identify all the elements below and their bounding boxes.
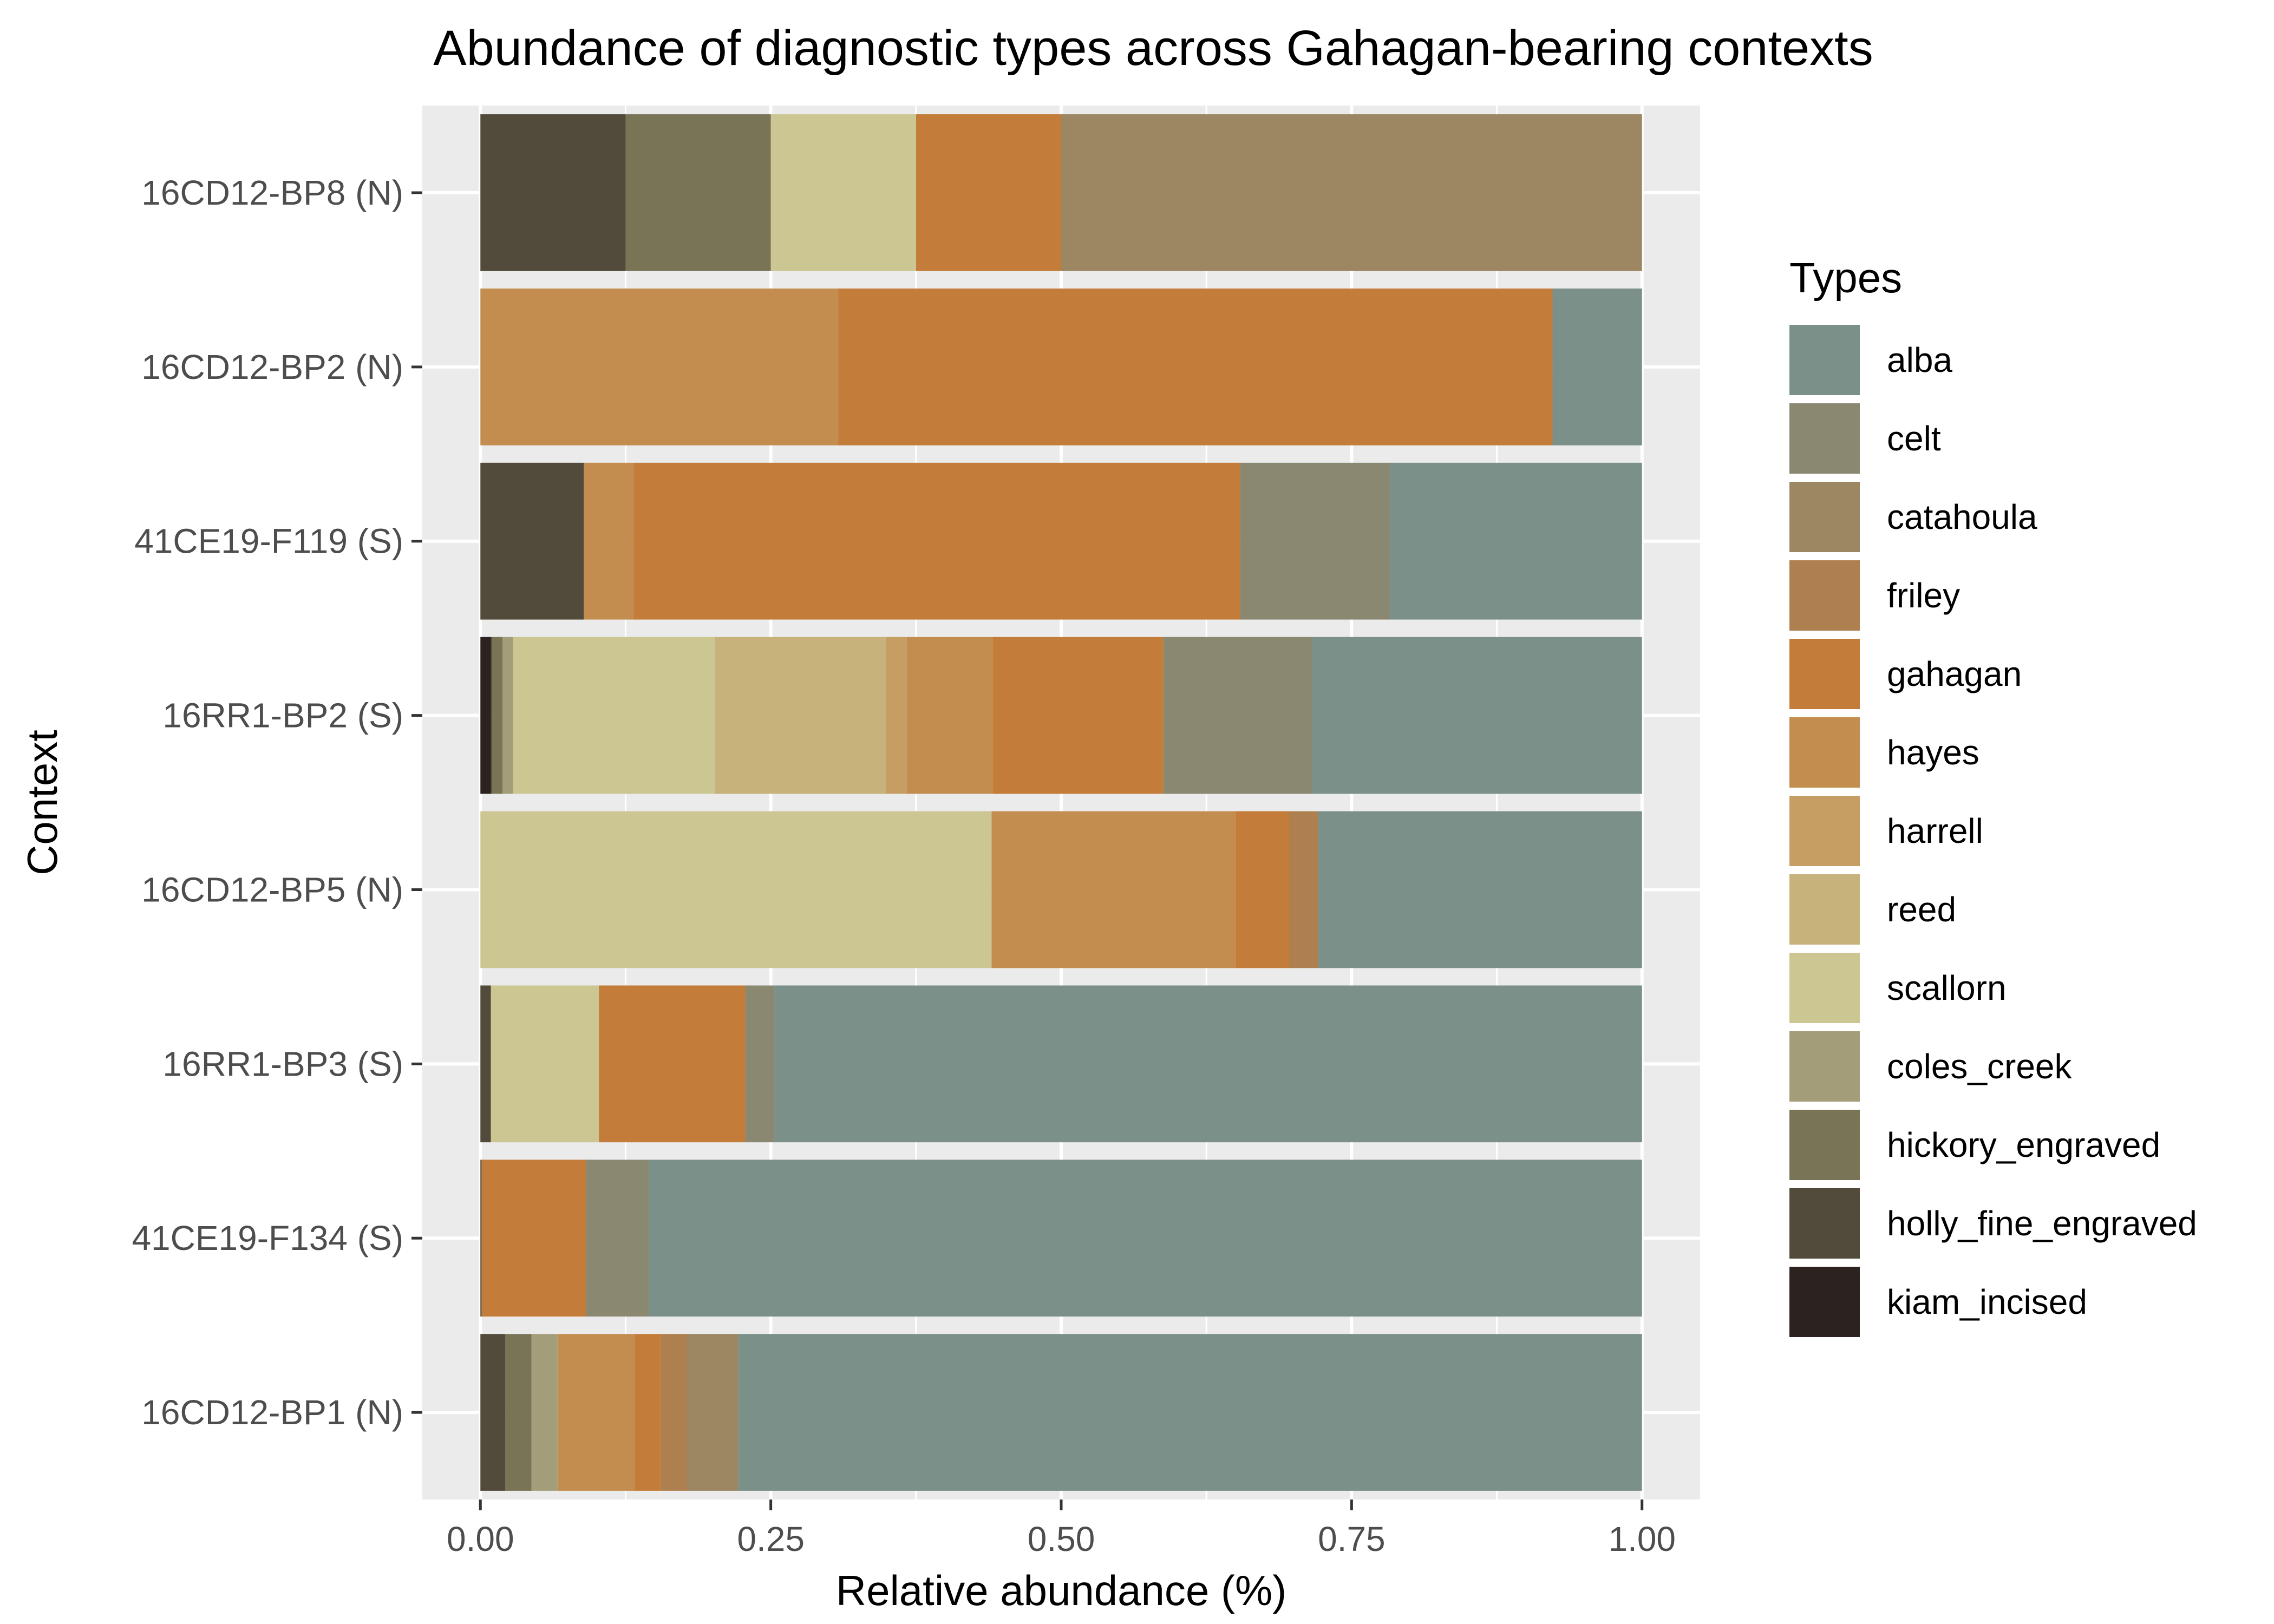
legend-label: harrell xyxy=(1887,811,1983,850)
bar-segment xyxy=(633,462,1240,620)
y-axis-title: Context xyxy=(18,730,66,875)
y-tick-label: 16CD12-BP2 (N) xyxy=(141,348,403,387)
bar-segment xyxy=(480,462,584,620)
legend-key xyxy=(1789,953,1860,1023)
legend: Types alba celt catahoula friley gahagan haye… xyxy=(1789,254,2197,1337)
bar-segment xyxy=(991,811,1236,968)
bar-segment xyxy=(1312,637,1642,794)
chart-title: Abundance of diagnostic types across Gah… xyxy=(433,21,1873,76)
bar-segment xyxy=(774,985,1642,1143)
legend-key xyxy=(1789,639,1860,709)
legend-key xyxy=(1789,403,1860,474)
x-tick-label: 0.00 xyxy=(447,1520,514,1558)
legend-label: coles_creek xyxy=(1887,1047,2073,1086)
legend-label: alba xyxy=(1887,340,1952,379)
bar-segment xyxy=(1318,811,1642,968)
bar-segment xyxy=(906,637,993,794)
bar-segment xyxy=(635,1334,661,1491)
x-axis-title: Relative abundance (%) xyxy=(836,1567,1286,1614)
bar-segment xyxy=(584,462,634,620)
legend-key xyxy=(1789,796,1860,866)
legend-label: friley xyxy=(1887,576,1960,615)
y-tick-label: 16RR1-BP3 (S) xyxy=(162,1044,403,1083)
bar-segment xyxy=(1235,811,1289,968)
y-axis: 16CD12-BP8 (N) 16CD12-BP2 (N) 41CE19-F119 … xyxy=(132,173,422,1432)
bar-segment xyxy=(502,637,513,794)
bar-segment xyxy=(886,637,907,794)
bar-segment xyxy=(513,637,715,794)
x-tick-label: 0.50 xyxy=(1028,1520,1095,1558)
legend-key xyxy=(1789,560,1860,631)
bars xyxy=(480,114,1642,1491)
legend-title: Types xyxy=(1789,254,1902,302)
bar-segment xyxy=(480,1160,482,1317)
bar-segment xyxy=(599,985,746,1143)
bar-segment xyxy=(838,288,1553,446)
y-tick-label: 16CD12-BP1 (N) xyxy=(141,1393,403,1432)
bar-segment xyxy=(480,985,491,1143)
bar-segment xyxy=(481,1160,586,1317)
x-tick-label: 1.00 xyxy=(1608,1520,1676,1558)
legend-key xyxy=(1789,1031,1860,1102)
bar-segment xyxy=(505,1334,532,1491)
bar-segment xyxy=(770,114,916,271)
legend-key xyxy=(1789,1110,1860,1180)
legend-key xyxy=(1789,482,1860,552)
bar-segment xyxy=(661,1334,687,1491)
y-tick-label: 41CE19-F134 (S) xyxy=(132,1219,403,1258)
bar-segment xyxy=(1289,811,1318,968)
y-tick-label: 16CD12-BP8 (N) xyxy=(141,173,403,212)
bar-segment xyxy=(1061,114,1642,271)
legend-key xyxy=(1789,325,1860,395)
bar-segment xyxy=(480,637,491,794)
bar-segment xyxy=(1552,288,1642,446)
x-tick-label: 0.75 xyxy=(1318,1520,1386,1558)
legend-label: kiam_incised xyxy=(1887,1282,2087,1321)
bar-segment xyxy=(738,1334,1642,1491)
bar-segment xyxy=(916,114,1061,271)
bar-segment xyxy=(715,637,886,794)
bar-segment xyxy=(531,1334,558,1491)
bar-segment xyxy=(480,811,992,968)
legend-key xyxy=(1789,717,1860,788)
legend-label: hickory_engraved xyxy=(1887,1125,2160,1164)
bar-segment xyxy=(492,637,503,794)
bar-segment xyxy=(1163,637,1312,794)
bar-segment xyxy=(625,114,771,271)
legend-key xyxy=(1789,1188,1860,1259)
legend-label: celt xyxy=(1887,419,1941,458)
bar-segment xyxy=(1240,462,1390,620)
bar-segment xyxy=(586,1160,649,1317)
y-tick-label: 41CE19-F119 (S) xyxy=(134,522,403,561)
bar-segment xyxy=(687,1334,739,1491)
legend-label: gahagan xyxy=(1887,654,2022,693)
bar-segment xyxy=(480,1334,506,1491)
legend-label: reed xyxy=(1887,890,1956,929)
legend-label: holly_fine_engraved xyxy=(1887,1204,2197,1243)
bar-segment xyxy=(491,637,492,794)
bar-segment xyxy=(491,985,599,1143)
bar-segment xyxy=(480,114,626,271)
bar-segment xyxy=(557,1334,635,1491)
y-tick-label: 16RR1-BP2 (S) xyxy=(162,696,403,735)
bar-segment xyxy=(649,1160,1642,1317)
bar-segment xyxy=(992,637,1164,794)
bar-segment xyxy=(745,985,775,1143)
legend-label: catahoula xyxy=(1887,497,2037,536)
y-tick-label: 16CD12-BP5 (N) xyxy=(141,870,403,909)
legend-label: hayes xyxy=(1887,733,1979,772)
legend-key xyxy=(1789,1267,1860,1337)
x-tick-label: 0.25 xyxy=(737,1520,805,1558)
x-axis: 0.00 0.25 0.50 0.75 1.00 xyxy=(447,1499,1676,1558)
legend-label: scallorn xyxy=(1887,968,2007,1007)
bar-segment xyxy=(480,288,839,446)
bar-segment xyxy=(1390,462,1642,620)
legend-key xyxy=(1789,874,1860,945)
